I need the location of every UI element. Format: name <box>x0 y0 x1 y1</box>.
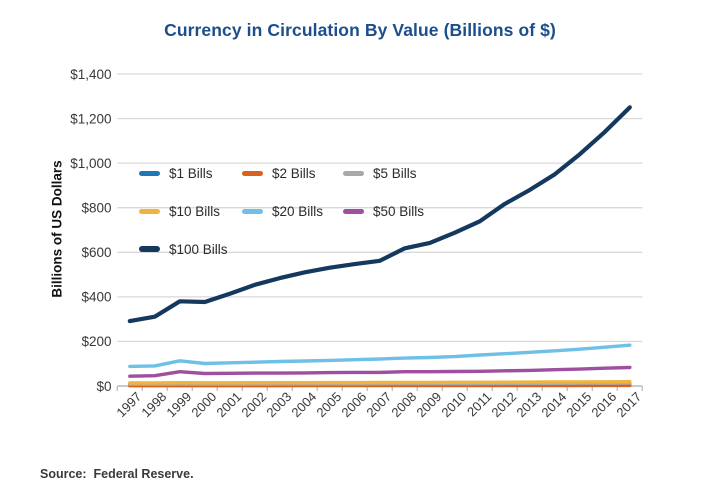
y-tick-label: $1,000 <box>70 156 111 171</box>
legend-item-1-bills: $1 Bills <box>139 166 242 181</box>
x-tick-label: 2012 <box>488 389 519 420</box>
y-tick-label: $200 <box>81 334 111 349</box>
x-tick-label: 2002 <box>238 389 269 420</box>
legend-label: $20 Bills <box>272 203 324 219</box>
series-line-20-bills <box>128 343 632 369</box>
chart-legend: $1 Bills $2 Bills $5 Bills $10 Bills $20 Bil… <box>139 154 475 268</box>
legend-swatch <box>343 208 364 214</box>
legend-item-20-bills: $20 Bills <box>242 204 343 219</box>
y-tick-label: $1,200 <box>70 111 111 126</box>
chart-title: Currency in Circulation By Value (Billio… <box>164 20 556 40</box>
legend-swatch <box>139 208 160 214</box>
series-line-10-bills <box>128 380 632 385</box>
x-tick-label: 2005 <box>313 389 344 420</box>
legend-item-10-bills: $10 Bills <box>139 204 242 219</box>
legend-label: $100 Bills <box>169 241 228 257</box>
legend-label: $5 Bills <box>373 165 417 181</box>
source-note: Source: Federal Reserve. <box>40 467 194 481</box>
x-tick-label: 2016 <box>588 389 619 420</box>
legend-item-50-bills: $50 Bills <box>343 204 475 219</box>
legend-swatch <box>139 170 160 176</box>
x-tick-label: 1999 <box>163 389 194 420</box>
legend-swatch <box>343 170 364 176</box>
legend-item-100-bills: $100 Bills <box>139 242 242 257</box>
y-tick-label: $400 <box>81 290 111 305</box>
x-tick-label: 2004 <box>288 389 319 420</box>
x-tick-label: 2015 <box>563 389 594 420</box>
legend-label: $50 Bills <box>373 203 425 219</box>
legend-swatch <box>139 246 160 252</box>
x-tick-label: 2011 <box>464 389 494 419</box>
legend-label: $1 Bills <box>169 165 213 181</box>
series-line-50-bills <box>128 365 632 378</box>
x-tick-label: 2017 <box>613 389 644 420</box>
x-tick-label: 2014 <box>538 389 569 420</box>
x-tick-label: 2007 <box>363 389 394 420</box>
y-tick-label: $1,400 <box>70 67 111 82</box>
legend-item-5-bills: $5 Bills <box>343 166 475 181</box>
y-tick-label: $600 <box>81 245 111 260</box>
legend-swatch <box>242 170 263 176</box>
x-tick-label: 2003 <box>263 389 294 420</box>
legend-label: $10 Bills <box>169 203 221 219</box>
x-tick-label: 2001 <box>213 389 244 420</box>
y-tick-label: $0 <box>96 379 111 394</box>
x-tick-label: 1998 <box>138 389 169 420</box>
x-tick-label: 2006 <box>338 389 369 420</box>
x-tick-label: 2009 <box>413 389 444 420</box>
x-tick-label: 2013 <box>513 389 544 420</box>
x-tick-label: 2010 <box>438 389 469 420</box>
series-line-100-bills <box>127 105 632 324</box>
x-tick-label: 2008 <box>388 389 419 420</box>
legend-swatch <box>242 208 263 214</box>
x-tick-label: 1997 <box>113 389 144 420</box>
x-tick-label: 2000 <box>188 389 219 420</box>
legend-label: $2 Bills <box>272 165 316 181</box>
legend-item-2-bills: $2 Bills <box>242 166 343 181</box>
y-tick-label: $800 <box>81 201 111 216</box>
